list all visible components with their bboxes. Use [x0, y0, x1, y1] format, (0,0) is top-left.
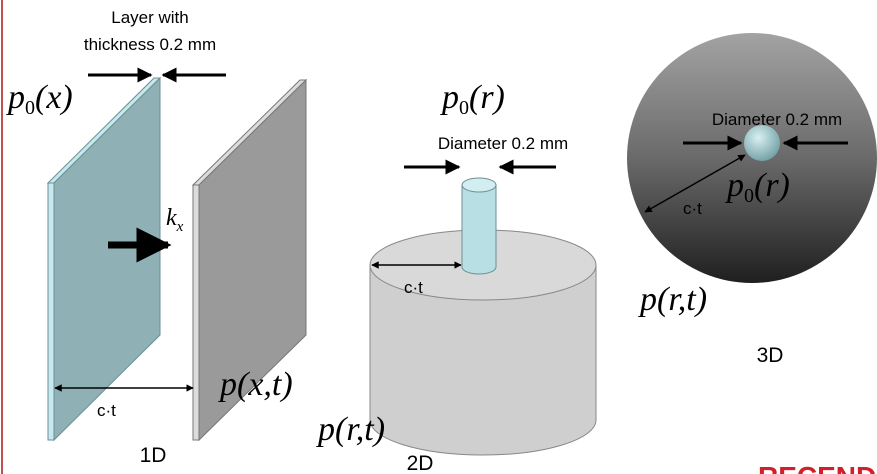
- diameter-label: Diameter 0.2 mm: [438, 134, 568, 153]
- argument: (x): [35, 79, 73, 116]
- sphere: [627, 33, 877, 283]
- panel-label: 3D: [757, 344, 784, 367]
- subscript: 0: [459, 97, 469, 119]
- symbol: k: [166, 205, 177, 231]
- panel-label: 2D: [407, 452, 434, 474]
- distance-label: c·t: [97, 401, 116, 420]
- plate-edge: [193, 185, 199, 440]
- source-label: p0(x): [6, 79, 73, 119]
- diameter-label: Diameter 0.2 mm: [712, 110, 842, 129]
- source-label: p0(r): [725, 167, 790, 207]
- symbol: p: [725, 167, 744, 204]
- source-sphere: [744, 125, 780, 161]
- source-cylinder-top: [462, 178, 496, 192]
- distance-label: c·t: [683, 199, 702, 218]
- source-cylinder: [462, 185, 496, 274]
- distance-label: c·t: [404, 278, 423, 297]
- symbol: p: [6, 79, 25, 116]
- argument: (r): [469, 79, 505, 116]
- argument: (r): [754, 167, 790, 204]
- wave-vector: kx: [166, 205, 184, 235]
- plate: [54, 78, 160, 440]
- subscript: x: [176, 219, 184, 235]
- layer-label: thickness 0.2 mm: [84, 35, 216, 54]
- symbol: p: [440, 79, 459, 116]
- logo: RECEND: [758, 461, 876, 474]
- source-label: p0(r): [440, 79, 505, 119]
- plate-edge: [48, 183, 54, 440]
- panel-label: 1D: [140, 444, 167, 467]
- layer-label: Layer with: [111, 8, 188, 27]
- field-label: p(r,t): [638, 281, 707, 318]
- diagram: Layer with thickness 0.2 mm kx p0(x) c·t…: [0, 0, 877, 474]
- field-label: p(x,t): [218, 366, 293, 403]
- subscript: 0: [25, 97, 35, 119]
- subscript: 0: [744, 185, 754, 207]
- field-label: p(r,t): [316, 411, 385, 448]
